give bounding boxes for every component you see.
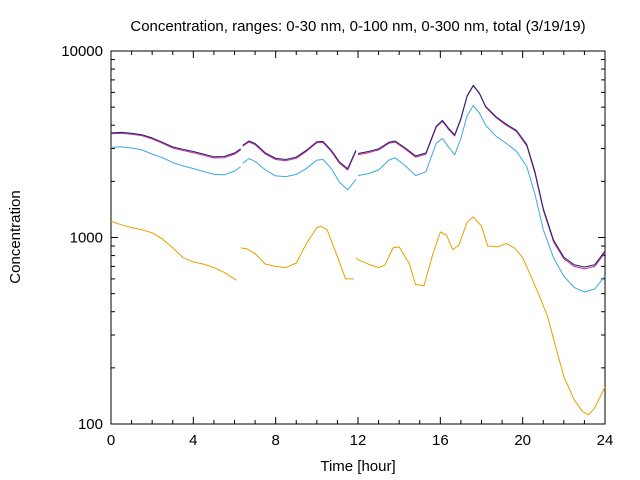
series-line <box>110 132 241 159</box>
y-tick-label: 100 <box>78 416 103 433</box>
y-axis-label: Concentration <box>7 190 24 283</box>
series-line <box>242 140 357 170</box>
series-line <box>110 131 241 158</box>
y-tick-label: 1000 <box>70 230 103 247</box>
x-tick-label: 12 <box>350 432 367 449</box>
series-3 <box>110 85 606 270</box>
series-line <box>355 216 606 416</box>
series-line <box>357 84 606 268</box>
series-line <box>110 146 241 176</box>
series-layer <box>110 84 606 416</box>
series-line <box>242 141 357 171</box>
series-line <box>110 220 237 281</box>
x-tick-label: 4 <box>189 432 197 449</box>
series-2 <box>110 105 606 293</box>
x-tick-label: 16 <box>432 432 449 449</box>
x-tick-label: 8 <box>271 432 279 449</box>
series-1 <box>110 216 606 416</box>
series-line <box>240 225 354 280</box>
chart-title: Concentration, ranges: 0-30 nm, 0-100 nm… <box>130 18 585 35</box>
series-line <box>242 158 357 191</box>
x-tick-label: 24 <box>597 432 614 449</box>
series-line <box>357 85 606 270</box>
x-axis-label: Time [hour] <box>320 458 395 475</box>
x-tick-label: 20 <box>514 432 531 449</box>
x-tick-label: 0 <box>107 432 115 449</box>
plot-frame <box>110 50 606 425</box>
y-tick-label: 10000 <box>61 43 103 60</box>
series-4 <box>110 84 606 268</box>
axis-ticks: 0 4 8 12 16 20 24 100 1000 10000 <box>61 43 613 449</box>
series-line <box>357 105 606 293</box>
